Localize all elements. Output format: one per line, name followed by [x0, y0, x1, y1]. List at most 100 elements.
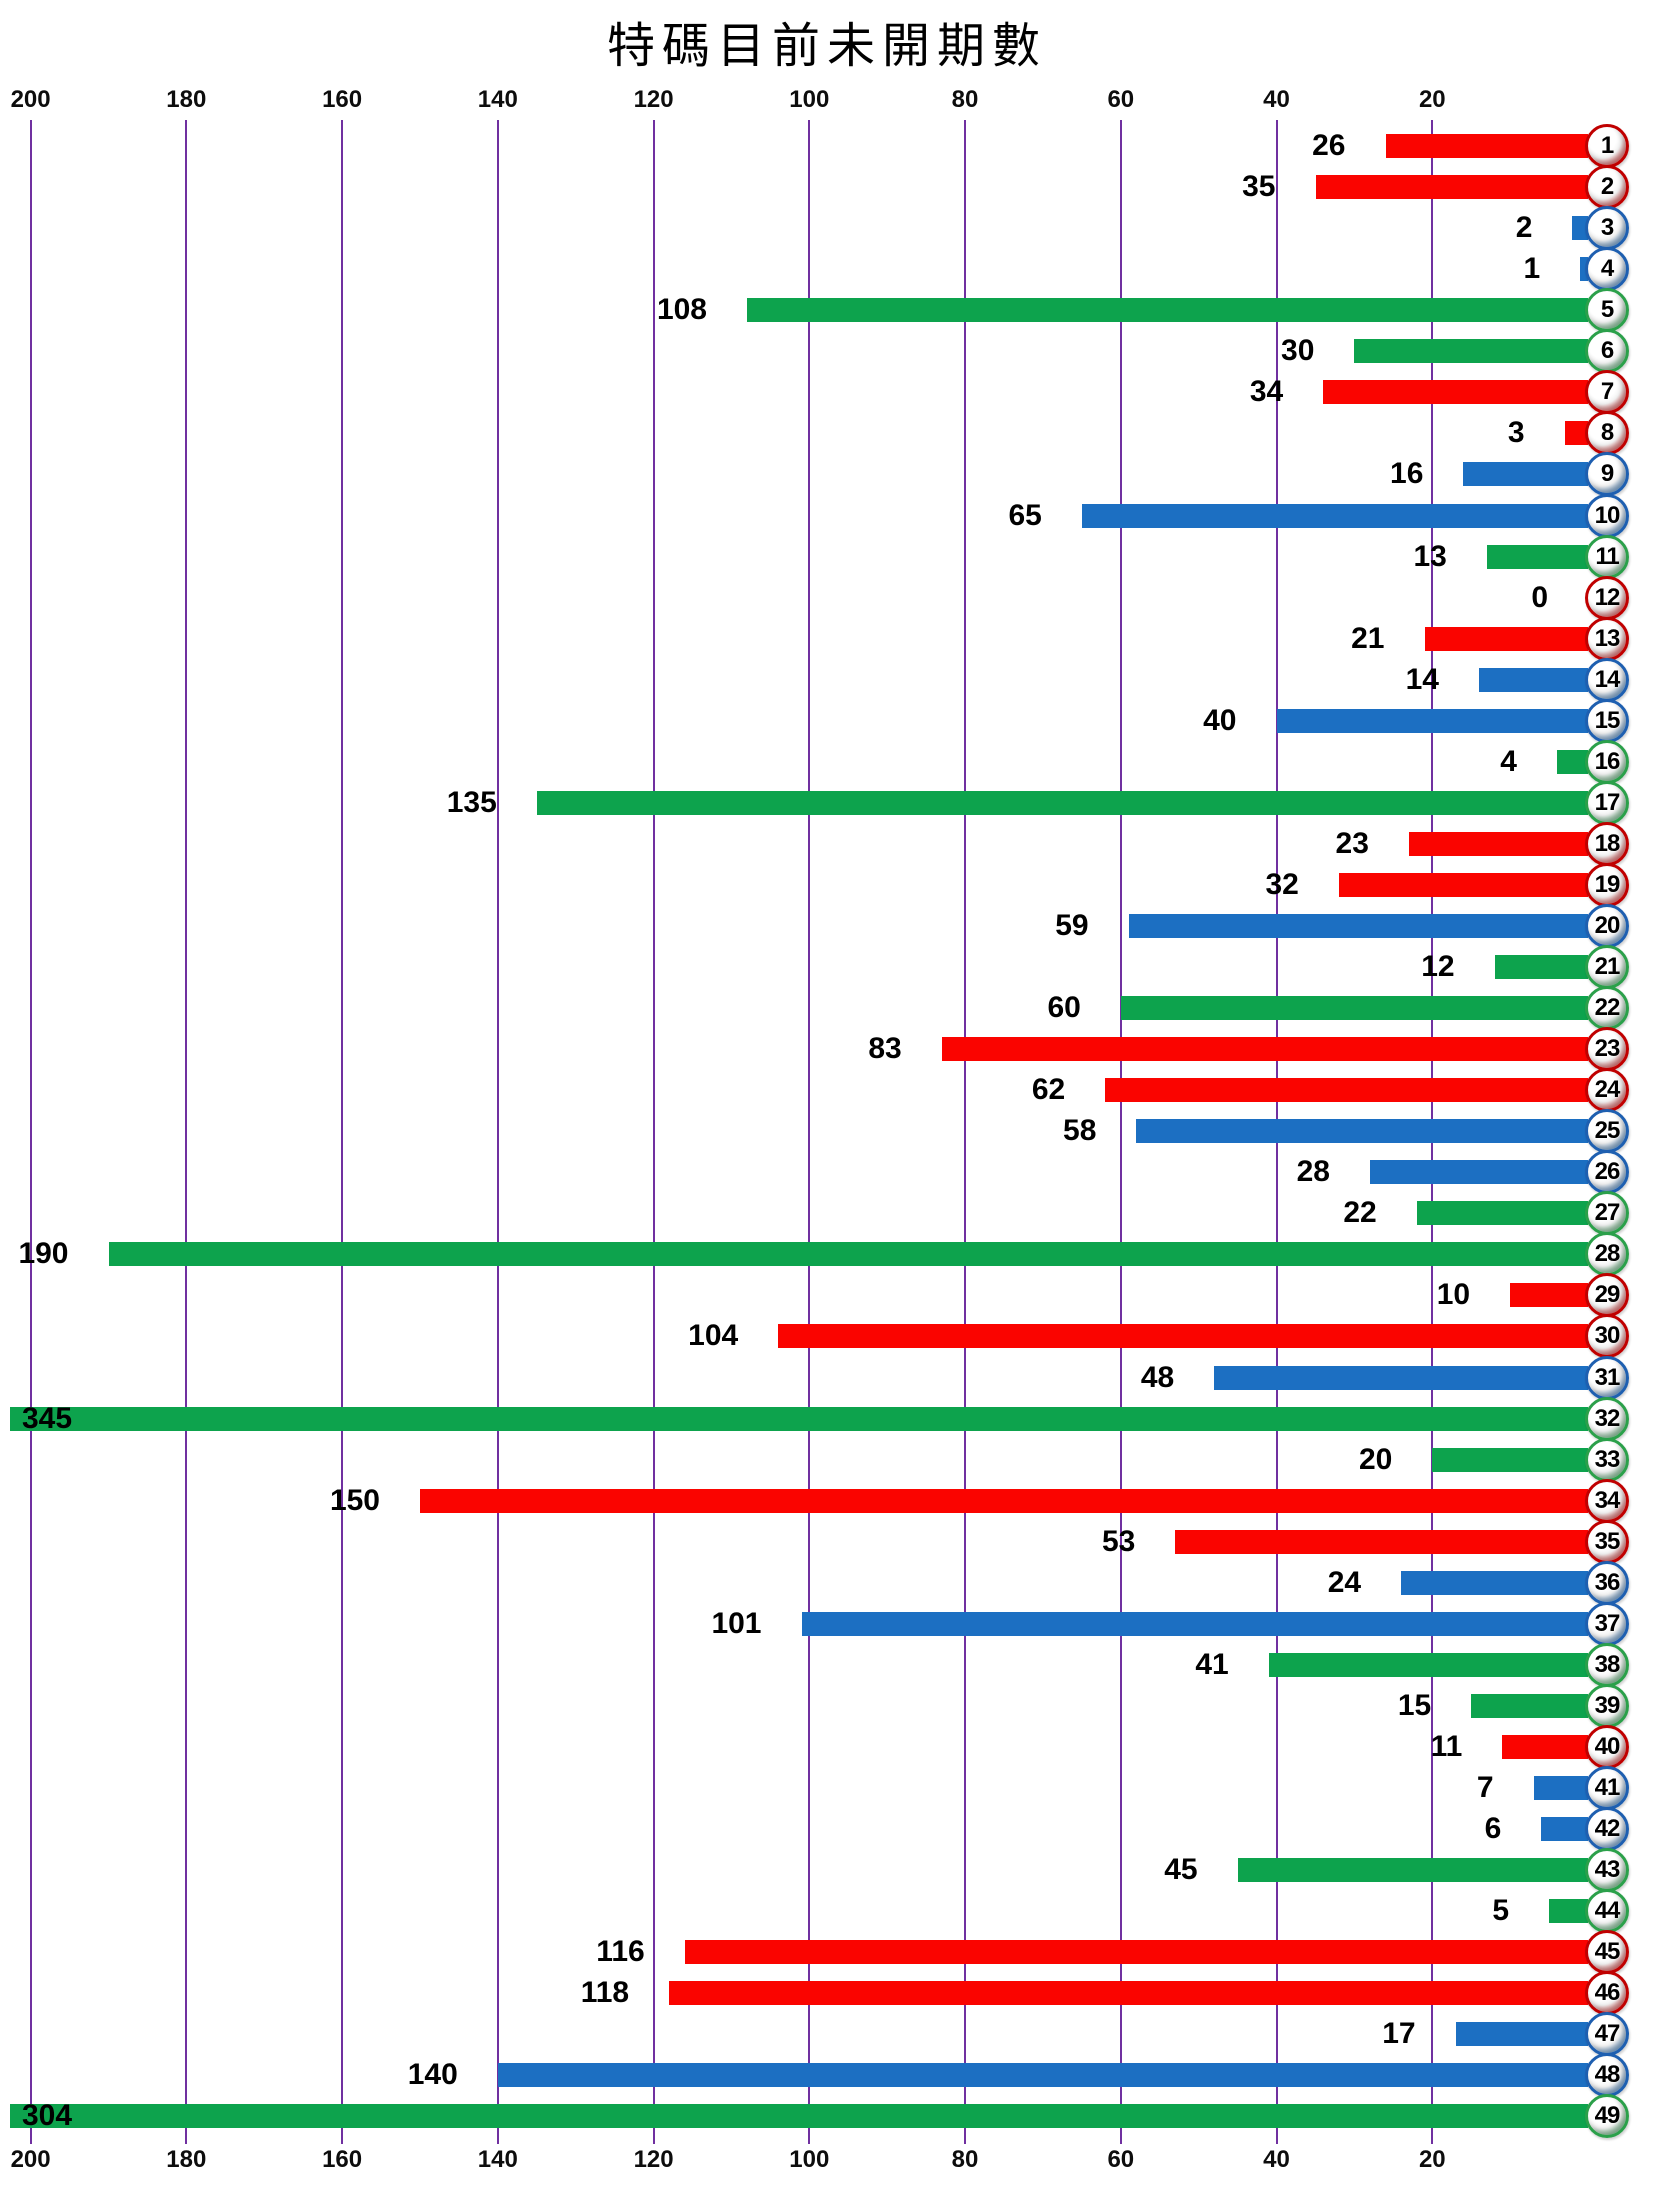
bar-value-label-48: 140 — [407, 2058, 458, 2092]
gridline-180 — [185, 120, 188, 2144]
ball-number: 35 — [1594, 1527, 1621, 1555]
lottery-ball-38: 38 — [1585, 1642, 1629, 1687]
bar-value-label-45: 116 — [596, 1935, 645, 1969]
lottery-ball-23: 23 — [1585, 1027, 1629, 1072]
bar-value-label-33: 20 — [1358, 1442, 1393, 1476]
ball-number: 45 — [1594, 1938, 1621, 1966]
bar-37 — [801, 1611, 1588, 1636]
lottery-ball-14: 14 — [1585, 657, 1629, 702]
ball-number: 10 — [1594, 501, 1621, 529]
lottery-ball-44: 44 — [1585, 1889, 1629, 1934]
gridline-200 — [29, 120, 32, 2144]
bar-29 — [1510, 1283, 1588, 1308]
top-axis-tick-160: 160 — [322, 86, 363, 113]
bar-value-label-3: 2 — [1515, 211, 1533, 245]
lottery-ball-21: 21 — [1585, 945, 1629, 989]
ball-number: 28 — [1594, 1240, 1621, 1268]
ball-number: 32 — [1594, 1404, 1621, 1432]
bar-21 — [1494, 955, 1588, 979]
bar-19 — [1338, 872, 1588, 897]
ball-number: 14 — [1594, 665, 1621, 693]
ball-number: 16 — [1594, 747, 1621, 775]
bar-8 — [1564, 421, 1588, 446]
lottery-ball-36: 36 — [1585, 1560, 1629, 1605]
bar-value-label-35: 53 — [1101, 1524, 1136, 1558]
lottery-ball-9: 9 — [1585, 452, 1629, 497]
lottery-ball-6: 6 — [1585, 329, 1629, 374]
bar-43 — [1237, 1858, 1588, 1883]
bar-13 — [1424, 626, 1588, 651]
bar-46 — [669, 1981, 1588, 2006]
bar-value-label-5: 108 — [656, 293, 707, 327]
ball-number: 31 — [1594, 1363, 1621, 1391]
bar-value-label-42: 6 — [1484, 1812, 1502, 1845]
bar-41 — [1533, 1776, 1588, 1800]
lottery-ball-11: 11 — [1585, 534, 1629, 579]
bar-value-label-14: 14 — [1405, 662, 1439, 696]
bar-30 — [778, 1324, 1588, 1349]
ball-number: 43 — [1594, 1856, 1621, 1884]
ball-number: 15 — [1594, 706, 1621, 734]
bar-3 — [1572, 216, 1588, 241]
ball-number: 27 — [1594, 1199, 1621, 1227]
bar-value-label-2: 35 — [1242, 170, 1276, 204]
bar-7 — [1323, 380, 1588, 405]
ball-number: 24 — [1594, 1076, 1621, 1104]
lottery-ball-49: 49 — [1585, 2094, 1629, 2139]
ball-number: 3 — [1600, 214, 1614, 242]
bar-2 — [1315, 175, 1588, 200]
ball-number: 30 — [1594, 1322, 1621, 1350]
lottery-ball-42: 42 — [1585, 1807, 1629, 1851]
bar-42 — [1541, 1817, 1588, 1841]
lottery-ball-35: 35 — [1585, 1519, 1629, 1564]
bar-value-label-23: 83 — [868, 1032, 902, 1066]
bar-value-label-26: 28 — [1296, 1155, 1330, 1189]
bar-value-label-40: 11 — [1430, 1729, 1463, 1763]
bar-value-label-19: 32 — [1265, 867, 1299, 901]
bar-value-label-30: 104 — [688, 1319, 739, 1353]
bar-38 — [1268, 1652, 1588, 1677]
gridline-100 — [808, 120, 811, 2144]
lottery-ball-27: 27 — [1585, 1191, 1629, 1236]
ball-number: 19 — [1594, 870, 1621, 898]
ball-number: 47 — [1594, 2020, 1621, 2048]
ball-number: 22 — [1594, 994, 1621, 1021]
bar-20 — [1128, 913, 1588, 938]
bottom-axis-tick-20: 20 — [1418, 2146, 1446, 2173]
bar-35 — [1175, 1529, 1588, 1554]
bar-9 — [1463, 462, 1588, 487]
bar-15 — [1276, 708, 1588, 733]
bar-value-label-18: 23 — [1335, 826, 1369, 860]
ball-number: 21 — [1594, 953, 1621, 980]
ball-number: 29 — [1594, 1281, 1621, 1309]
bar-47 — [1455, 2022, 1588, 2047]
bottom-axis-tick-120: 120 — [633, 2146, 674, 2173]
bar-24 — [1105, 1078, 1588, 1103]
bar-value-label-17: 135 — [446, 785, 497, 819]
ball-number: 13 — [1594, 624, 1621, 652]
ball-number: 11 — [1595, 542, 1619, 570]
lottery-ball-33: 33 — [1585, 1437, 1629, 1482]
bar-value-label-8: 3 — [1507, 416, 1525, 450]
lottery-ball-16: 16 — [1585, 739, 1629, 784]
ball-number: 38 — [1594, 1650, 1621, 1678]
ball-number: 42 — [1594, 1815, 1621, 1842]
bottom-axis-tick-160: 160 — [322, 2146, 363, 2173]
lottery-ball-46: 46 — [1585, 1971, 1629, 2016]
bar-44 — [1549, 1899, 1588, 1924]
top-axis-tick-80: 80 — [951, 86, 979, 113]
top-axis-tick-100: 100 — [789, 86, 830, 113]
lottery-ball-48: 48 — [1585, 2053, 1629, 2098]
ball-number: 6 — [1600, 337, 1614, 365]
bar-value-label-15: 40 — [1203, 703, 1237, 737]
lottery-ball-40: 40 — [1585, 1724, 1629, 1769]
lottery-ball-4: 4 — [1585, 247, 1629, 292]
bar-11 — [1486, 544, 1588, 569]
lottery-ball-34: 34 — [1585, 1478, 1629, 1523]
bar-value-label-39: 15 — [1397, 1688, 1432, 1722]
bar-value-label-44: 5 — [1492, 1894, 1510, 1928]
bar-16 — [1556, 749, 1588, 774]
gridline-140 — [496, 120, 499, 2144]
lottery-ball-8: 8 — [1585, 411, 1629, 456]
bottom-axis-tick-200: 200 — [10, 2146, 51, 2173]
